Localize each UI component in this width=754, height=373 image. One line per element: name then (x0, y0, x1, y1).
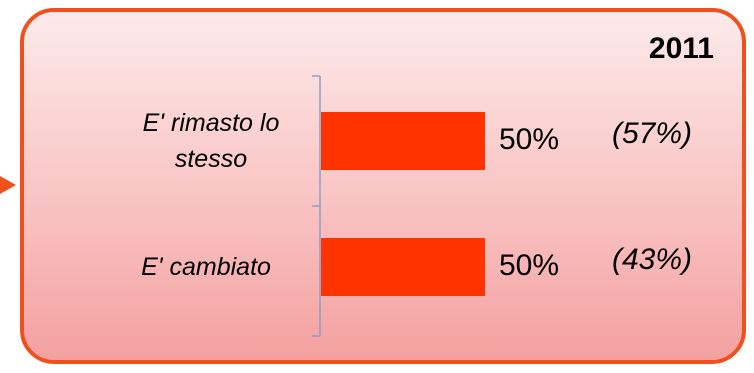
bar (321, 112, 485, 170)
data-label: 50% (499, 123, 560, 156)
comparison-label: (57%) (612, 117, 693, 150)
comparison-label: (43%) (612, 243, 693, 276)
data-label: 50% (499, 249, 560, 282)
chart-title: 2011 (648, 32, 714, 65)
bar (321, 238, 485, 296)
chart-panel (20, 8, 746, 364)
pointer-arrow-icon (0, 176, 16, 194)
category-label: E' cambiato (141, 253, 271, 281)
category-label: E' rimasto lo stesso (142, 109, 280, 173)
